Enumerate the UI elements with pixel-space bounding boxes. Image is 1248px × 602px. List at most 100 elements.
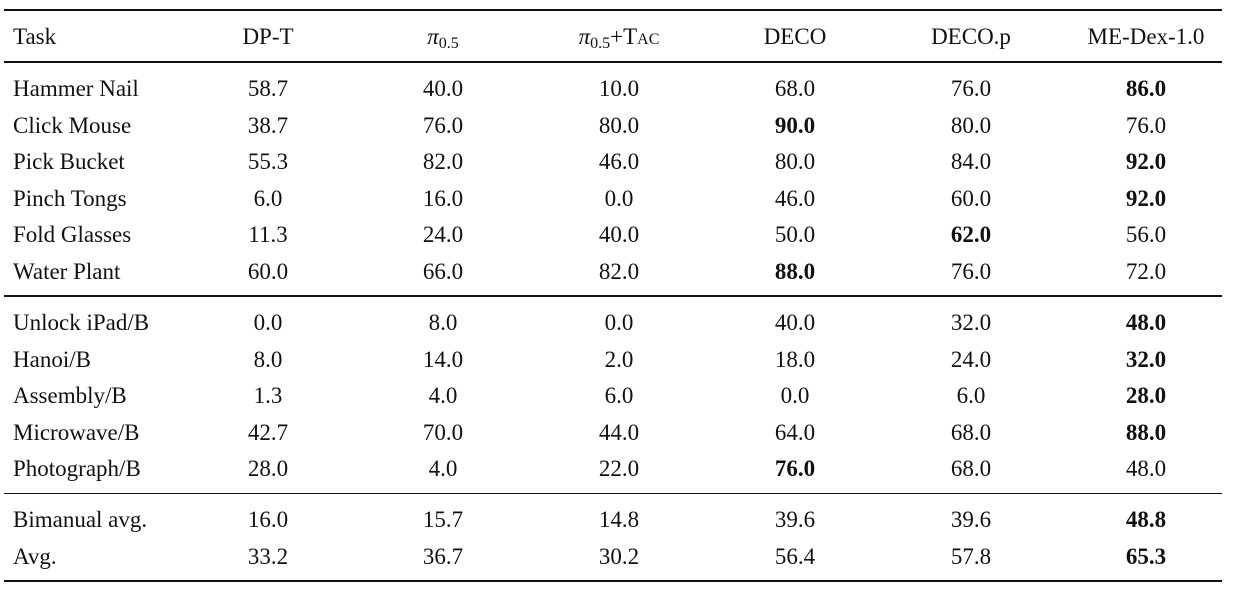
value-cell: 4.0 xyxy=(428,456,458,482)
value-cell: 56.0 xyxy=(1125,222,1167,248)
value-cell: 58.7 xyxy=(247,76,289,101)
value-cell: 30.2 xyxy=(598,544,640,569)
value-cell: 6.0 xyxy=(956,383,986,409)
value-cell: 65.3 xyxy=(1125,544,1167,569)
header-cell: π0.5+Tac xyxy=(519,22,719,52)
value-cell: 82.0 xyxy=(422,149,464,175)
header-cell: π0.5 xyxy=(343,22,543,52)
value-cell: 92.0 xyxy=(1125,185,1167,211)
value-cell: 16.0 xyxy=(247,507,289,533)
value-cell: 4.0 xyxy=(428,383,458,409)
value-cell: 40.0 xyxy=(598,222,640,248)
value-cell: 40.0 xyxy=(774,310,816,335)
value-cell: 76.0 xyxy=(422,112,464,138)
task-cell: Assembly/B xyxy=(13,383,127,409)
task-cell: Hanoi/B xyxy=(13,346,91,372)
value-cell: 6.0 xyxy=(604,383,634,409)
value-cell: 42.7 xyxy=(247,419,289,445)
value-cell: 68.0 xyxy=(950,419,992,445)
value-cell: 28.0 xyxy=(247,456,289,482)
value-cell: 36.7 xyxy=(422,544,464,569)
rule xyxy=(4,580,1222,582)
value-cell: 80.0 xyxy=(774,149,816,175)
value-cell: 10.0 xyxy=(598,76,640,101)
value-cell: 80.0 xyxy=(598,112,640,138)
value-cell: 2.0 xyxy=(604,346,634,372)
value-cell: 82.0 xyxy=(598,259,640,284)
value-cell: 8.0 xyxy=(253,346,283,372)
task-cell: Bimanual avg. xyxy=(13,507,148,533)
value-cell: 68.0 xyxy=(950,456,992,482)
header-cell: DECO.p xyxy=(931,24,1011,49)
value-cell: 46.0 xyxy=(774,185,816,211)
task-cell: Avg. xyxy=(13,544,57,569)
value-cell: 84.0 xyxy=(950,149,992,175)
value-cell: 56.4 xyxy=(774,544,816,569)
rule xyxy=(4,295,1222,297)
value-cell: 76.0 xyxy=(774,456,816,482)
value-cell: 60.0 xyxy=(247,259,289,284)
symbol: π xyxy=(578,24,591,49)
task-cell: Fold Glasses xyxy=(13,222,132,248)
suffix: +Tac xyxy=(610,24,660,49)
value-cell: 48.8 xyxy=(1125,507,1167,533)
value-cell: 6.0 xyxy=(253,185,283,211)
value-cell: 40.0 xyxy=(422,76,464,101)
task-cell: Unlock iPad/B xyxy=(13,310,150,335)
value-cell: 14.8 xyxy=(598,507,640,533)
value-cell: 64.0 xyxy=(774,419,816,445)
value-cell: 76.0 xyxy=(1125,112,1167,138)
value-cell: 55.3 xyxy=(247,149,289,175)
value-cell: 32.0 xyxy=(1125,346,1167,372)
task-cell: Click Mouse xyxy=(13,112,132,138)
value-cell: 24.0 xyxy=(422,222,464,248)
value-cell: 66.0 xyxy=(422,259,464,284)
task-cell: Microwave/B xyxy=(13,419,140,445)
value-cell: 16.0 xyxy=(422,185,464,211)
value-cell: 72.0 xyxy=(1125,259,1167,284)
value-cell: 33.2 xyxy=(247,544,289,569)
value-cell: 28.0 xyxy=(1125,383,1167,409)
value-cell: 0.0 xyxy=(604,185,634,211)
value-cell: 0.0 xyxy=(253,310,283,335)
value-cell: 15.7 xyxy=(422,507,464,533)
value-cell: 62.0 xyxy=(950,222,992,248)
task-cell: Pinch Tongs xyxy=(13,185,127,211)
value-cell: 68.0 xyxy=(774,76,816,101)
value-cell: 76.0 xyxy=(950,259,992,284)
header-cell: ME-Dex-1.0 xyxy=(1087,24,1205,49)
value-cell: 0.0 xyxy=(604,310,634,335)
value-cell: 14.0 xyxy=(422,346,464,372)
value-cell: 1.3 xyxy=(253,383,283,409)
subscript: 0.5 xyxy=(438,35,459,52)
rule xyxy=(4,61,1222,63)
task-cell: Photograph/B xyxy=(13,456,141,482)
task-cell: Hammer Nail xyxy=(13,76,139,101)
value-cell: 80.0 xyxy=(950,112,992,138)
value-cell: 24.0 xyxy=(950,346,992,372)
value-cell: 88.0 xyxy=(1125,419,1167,445)
value-cell: 44.0 xyxy=(598,419,640,445)
value-cell: 11.3 xyxy=(248,222,288,248)
value-cell: 46.0 xyxy=(598,149,640,175)
task-cell: Pick Bucket xyxy=(13,149,125,175)
value-cell: 70.0 xyxy=(422,419,464,445)
value-cell: 39.6 xyxy=(774,507,816,533)
value-cell: 92.0 xyxy=(1125,149,1167,175)
value-cell: 76.0 xyxy=(950,76,992,101)
rule xyxy=(4,492,1222,495)
value-cell: 48.0 xyxy=(1125,456,1167,482)
value-cell: 22.0 xyxy=(598,456,640,482)
subscript: 0.5 xyxy=(590,35,611,52)
value-cell: 48.0 xyxy=(1125,310,1167,335)
header-cell: DECO xyxy=(763,24,827,49)
value-cell: 88.0 xyxy=(774,259,816,284)
value-cell: 90.0 xyxy=(774,112,816,138)
task-cell: Water Plant xyxy=(13,259,121,284)
value-cell: 60.0 xyxy=(950,185,992,211)
value-cell: 32.0 xyxy=(950,310,992,335)
header-cell: Task xyxy=(13,24,57,49)
value-cell: 50.0 xyxy=(774,222,816,248)
value-cell: 86.0 xyxy=(1125,76,1167,101)
